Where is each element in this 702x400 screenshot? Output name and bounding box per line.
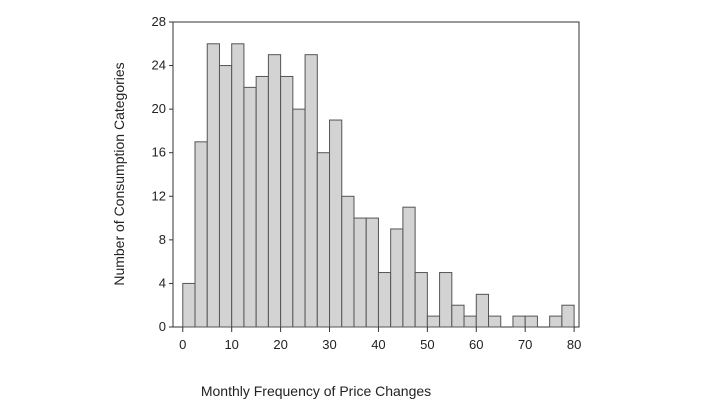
histogram-bar (206, 43, 220, 328)
histogram-bar (194, 141, 208, 328)
histogram-bar (451, 304, 465, 328)
histogram-bar (390, 228, 404, 328)
histogram-bar (377, 272, 392, 328)
histogram-bar (353, 217, 367, 328)
y-tick-label: 0 (159, 319, 166, 334)
y-axis-title: Number of Consumption Categories (111, 62, 127, 285)
y-tick-label: 24 (152, 58, 166, 73)
histogram-bar (304, 54, 318, 328)
histogram-bar (329, 119, 343, 328)
histogram-bar (475, 293, 490, 328)
histogram-bar (488, 315, 502, 328)
histogram-bar (365, 217, 379, 328)
histogram-bar (231, 43, 245, 328)
x-tick-label: 60 (469, 337, 483, 352)
x-tick-label: 70 (518, 337, 532, 352)
y-tick-label: 16 (152, 145, 166, 160)
histogram-bar (512, 315, 526, 328)
histogram-bar (402, 206, 416, 328)
histogram-bar (255, 75, 269, 328)
histogram-bar (182, 282, 196, 328)
x-axis-title: Monthly Frequency of Price Changes (201, 383, 431, 399)
y-tick-label: 4 (159, 275, 166, 290)
y-tick-label: 12 (152, 188, 166, 203)
histogram-bar (243, 86, 257, 328)
x-tick-label: 20 (273, 337, 287, 352)
bars-group (182, 43, 575, 328)
y-tick-label: 28 (152, 14, 166, 29)
x-tick-label: 30 (322, 337, 336, 352)
y-tick-label: 20 (152, 101, 166, 116)
histogram-bar (439, 272, 453, 328)
x-tick-label: 80 (567, 337, 581, 352)
histogram-bar (341, 195, 355, 328)
x-tick-label: 40 (371, 337, 385, 352)
histogram-bar (426, 315, 441, 328)
x-tick-label: 10 (224, 337, 238, 352)
histogram-bar (280, 75, 294, 328)
histogram-bar (267, 54, 282, 328)
x-tick-label: 0 (179, 337, 186, 352)
histogram-bar (292, 108, 306, 328)
histogram-bar (524, 315, 538, 328)
histogram-bar (414, 272, 428, 328)
histogram-bar (561, 304, 575, 328)
histogram-bar (463, 315, 477, 328)
histogram-bar (218, 65, 233, 328)
y-axis-ticks: 0 4 8 12 16 20 24 28 (152, 14, 173, 334)
x-axis-ticks: 0 10 20 30 40 50 60 70 80 (179, 327, 581, 352)
histogram-bar (316, 152, 331, 328)
x-tick-label: 50 (420, 337, 434, 352)
histogram-bar (549, 315, 563, 328)
y-tick-label: 8 (159, 232, 166, 247)
